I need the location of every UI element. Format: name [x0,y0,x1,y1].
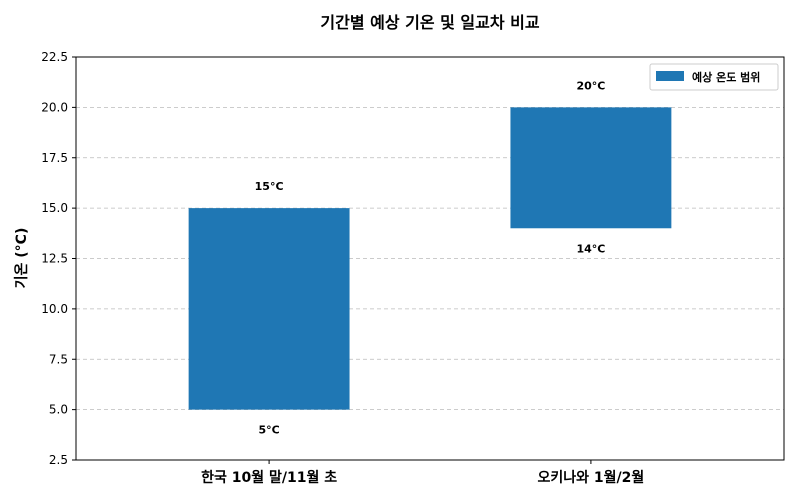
x-axis: 한국 10월 말/11월 초 오키나와 1월/2월 [201,460,644,486]
y-tick-label: 10.0 [41,302,68,316]
chart-title: 기간별 예상 기온 및 일교차 비교 [320,13,539,32]
x-tick-label: 한국 10월 말/11월 초 [201,469,337,486]
y-axis-label: 기온 (°C) [14,228,30,289]
low-label: 5°C [258,424,279,437]
y-axis: 2.5 5.0 7.5 10.0 12.5 15.0 17.5 20.0 22.5 [41,50,76,467]
legend-frame [649,63,779,91]
low-label: 14°C [576,242,605,255]
bar [510,107,672,229]
grid [76,56,784,461]
y-tick-label: 20.0 [41,100,68,114]
x-tick-label: 오키나와 1월/2월 [538,469,645,486]
y-tick-label: 5.0 [49,403,68,417]
y-tick-label: 22.5 [41,50,68,64]
legend: 예상 온도 범위 [649,63,779,91]
bars: 15°C 5°C 20°C 14°C [188,79,672,437]
high-label: 15°C [255,180,284,193]
legend-swatch [656,71,684,81]
bar [188,208,350,410]
y-tick-label: 17.5 [41,151,68,165]
y-tick-label: 12.5 [41,252,68,266]
legend-label: 예상 온도 범위 [692,70,760,84]
y-tick-label: 7.5 [49,352,68,366]
y-tick-label: 2.5 [49,453,68,467]
high-label: 20°C [576,79,605,92]
y-tick-label: 15.0 [41,201,68,215]
